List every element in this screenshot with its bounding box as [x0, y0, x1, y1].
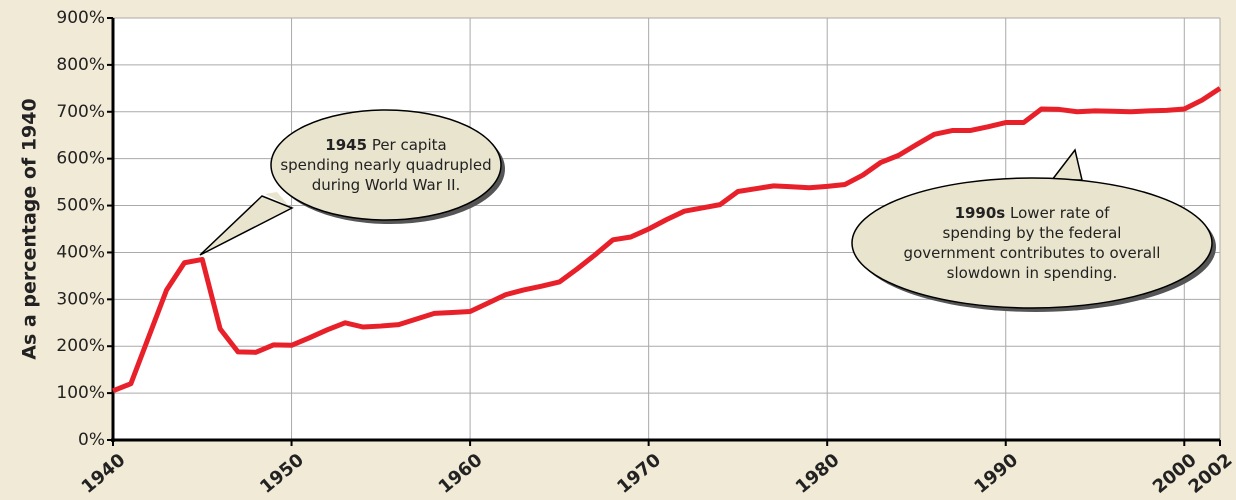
annotation-text: 1945 Per capita [325, 136, 446, 154]
y-tick-label: 200% [56, 336, 105, 356]
annotation-bold: 1990s [955, 204, 1006, 222]
annotation-text: spending nearly quadrupled [280, 156, 491, 174]
callout: 1945 Per capita spending nearly quadruple… [199, 109, 505, 256]
annotation-bold: 1945 [325, 136, 367, 154]
y-tick-label: 800% [56, 55, 105, 75]
x-tick-label: 1960 [435, 450, 487, 498]
callout-pointer-fill [1055, 183, 1079, 190]
callout-pointer [199, 195, 294, 256]
y-tick-label: 500% [56, 196, 105, 216]
annotation-text: during World War II. [312, 176, 461, 194]
annotation-text: 1990s Lower rate of [955, 204, 1111, 222]
x-tick-label: 1980 [792, 450, 844, 498]
x-tick-label: 1940 [78, 450, 130, 498]
callout-bubble [851, 177, 1213, 309]
y-tick-label: 100% [56, 383, 105, 403]
annotation-line: Lower rate of [1010, 204, 1110, 222]
y-tick-label: 900% [56, 8, 105, 28]
annotation-line: spending nearly quadrupled [280, 156, 491, 174]
y-tick-label: 400% [56, 242, 105, 262]
y-tick-label: 700% [56, 102, 105, 122]
data-line [112, 86, 1222, 394]
callout-bubble [270, 109, 502, 221]
x-tick-label: 1970 [613, 450, 665, 498]
y-tick-label: 300% [56, 289, 105, 309]
x-tick-label: 1950 [256, 450, 308, 498]
annotation-line: spending by the federal [943, 224, 1122, 242]
annotation-text: slowdown in spending. [947, 264, 1118, 282]
callout-pointer-fill [265, 192, 289, 206]
annotation-line: during World War II. [312, 176, 461, 194]
x-tick-label: 1990 [970, 450, 1022, 498]
callout: 1990s Lower rate of spending by the feder… [851, 148, 1216, 312]
y-axis-label: As a percentage of 1940 [19, 98, 41, 359]
y-tick-label: 0% [78, 430, 105, 450]
annotation-text: spending by the federal [943, 224, 1122, 242]
y-tick-label: 600% [56, 149, 105, 169]
annotation-line: slowdown in spending. [947, 264, 1118, 282]
annotation-text: government contributes to overall [904, 244, 1161, 262]
annotation-line: government contributes to overall [904, 244, 1161, 262]
annotation-line: Per capita [372, 136, 447, 154]
